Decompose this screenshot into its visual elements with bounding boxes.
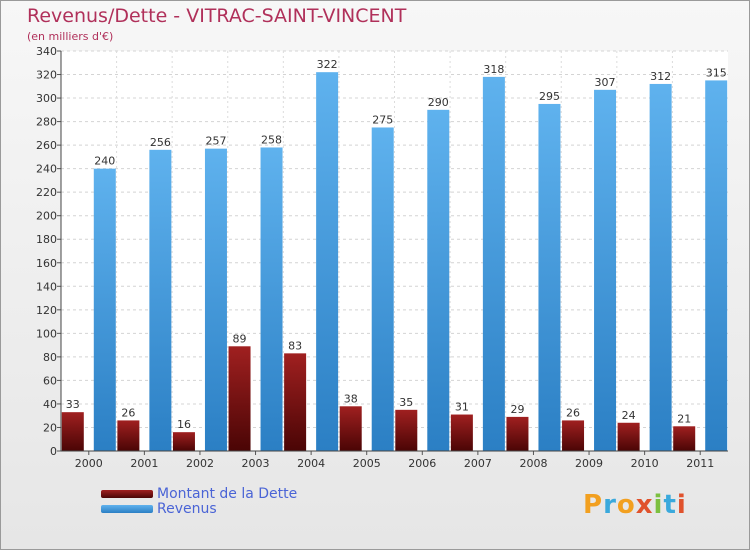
bar-debt	[172, 432, 195, 451]
data-label-debt: 26	[121, 406, 135, 419]
data-label-revenue: 256	[150, 136, 171, 149]
proxiti-logo: Proxiti	[583, 490, 687, 520]
x-tick-label: 2005	[353, 457, 381, 470]
data-label-revenue: 258	[261, 133, 282, 146]
bar-debt	[450, 414, 473, 451]
y-tick-label: 20	[43, 421, 57, 434]
bar-revenue	[594, 89, 617, 451]
y-tick-label: 340	[36, 45, 57, 58]
data-label-debt: 31	[455, 401, 469, 414]
bar-debt	[117, 420, 140, 451]
data-label-revenue: 312	[650, 70, 671, 83]
y-tick-label: 40	[43, 398, 57, 411]
data-label-revenue: 275	[372, 113, 393, 126]
y-tick-label: 240	[36, 163, 57, 176]
bar-revenue	[649, 83, 672, 452]
bar-debt	[61, 412, 84, 451]
x-tick-label: 2009	[575, 457, 603, 470]
x-tick-label: 2010	[631, 457, 659, 470]
data-label-revenue: 257	[205, 135, 226, 148]
bar-debt	[395, 409, 418, 451]
data-label-revenue: 318	[483, 63, 504, 76]
x-tick-label: 2003	[242, 457, 270, 470]
bar-revenue	[316, 72, 339, 452]
legend-swatch-debt	[101, 490, 153, 498]
x-tick-label: 2001	[130, 457, 158, 470]
y-tick-label: 160	[36, 257, 57, 270]
chart-subtitle: (en milliers d'€)	[27, 30, 114, 43]
x-tick-label: 2002	[186, 457, 214, 470]
x-tick-label: 2008	[519, 457, 547, 470]
bar-revenue	[538, 103, 561, 452]
y-tick-label: 280	[36, 116, 57, 129]
y-tick-label: 260	[36, 139, 57, 152]
x-tick-label: 2000	[75, 457, 103, 470]
bar-revenue	[427, 109, 450, 451]
data-label-revenue: 322	[317, 58, 338, 71]
data-label-debt: 38	[344, 392, 358, 405]
bar-debt	[617, 422, 640, 451]
bar-revenue	[204, 148, 227, 451]
y-tick-label: 80	[43, 351, 57, 364]
x-tick-label: 2007	[464, 457, 492, 470]
bar-revenue	[705, 80, 728, 451]
y-tick-label: 0	[50, 445, 57, 458]
chart-title: Revenus/Dette - VITRAC-SAINT-VINCENT	[27, 5, 407, 27]
x-tick-label: 2006	[408, 457, 436, 470]
data-label-revenue: 307	[595, 76, 616, 89]
data-label-debt: 16	[177, 418, 191, 431]
bar-debt	[339, 406, 362, 451]
y-tick-label: 200	[36, 210, 57, 223]
data-label-revenue: 295	[539, 90, 560, 103]
bar-revenue	[93, 168, 116, 451]
bar-debt	[673, 426, 696, 451]
data-label-debt: 24	[622, 409, 636, 422]
data-label-debt: 35	[399, 396, 413, 409]
bar-debt	[284, 353, 307, 451]
data-label-revenue: 240	[94, 155, 115, 168]
data-label-revenue: 315	[706, 66, 727, 79]
y-tick-label: 140	[36, 280, 57, 293]
data-label-revenue: 290	[428, 96, 449, 109]
x-tick-label: 2004	[297, 457, 325, 470]
bar-revenue	[482, 76, 505, 451]
bar-revenue	[260, 147, 283, 451]
data-label-debt: 89	[233, 332, 247, 345]
y-tick-label: 100	[36, 327, 57, 340]
data-label-debt: 21	[677, 412, 691, 425]
legend-label-revenue: Revenus	[157, 501, 217, 517]
data-label-debt: 26	[566, 406, 580, 419]
y-tick-label: 60	[43, 374, 57, 387]
data-label-debt: 83	[288, 339, 302, 352]
y-tick-label: 320	[36, 69, 57, 82]
bar-revenue	[149, 149, 172, 451]
y-tick-label: 120	[36, 304, 57, 317]
legend-label-debt: Montant de la Dette	[157, 486, 298, 502]
y-tick-label: 220	[36, 186, 57, 199]
data-label-debt: 33	[66, 398, 80, 411]
x-tick-label: 2011	[686, 457, 714, 470]
legend-swatch-revenue	[101, 505, 153, 513]
bar-revenue	[371, 127, 394, 452]
y-tick-label: 300	[36, 92, 57, 105]
bar-debt	[228, 346, 251, 451]
bar-debt	[562, 420, 585, 451]
y-tick-label: 180	[36, 233, 57, 246]
data-label-debt: 29	[510, 403, 524, 416]
bar-debt	[506, 416, 529, 451]
